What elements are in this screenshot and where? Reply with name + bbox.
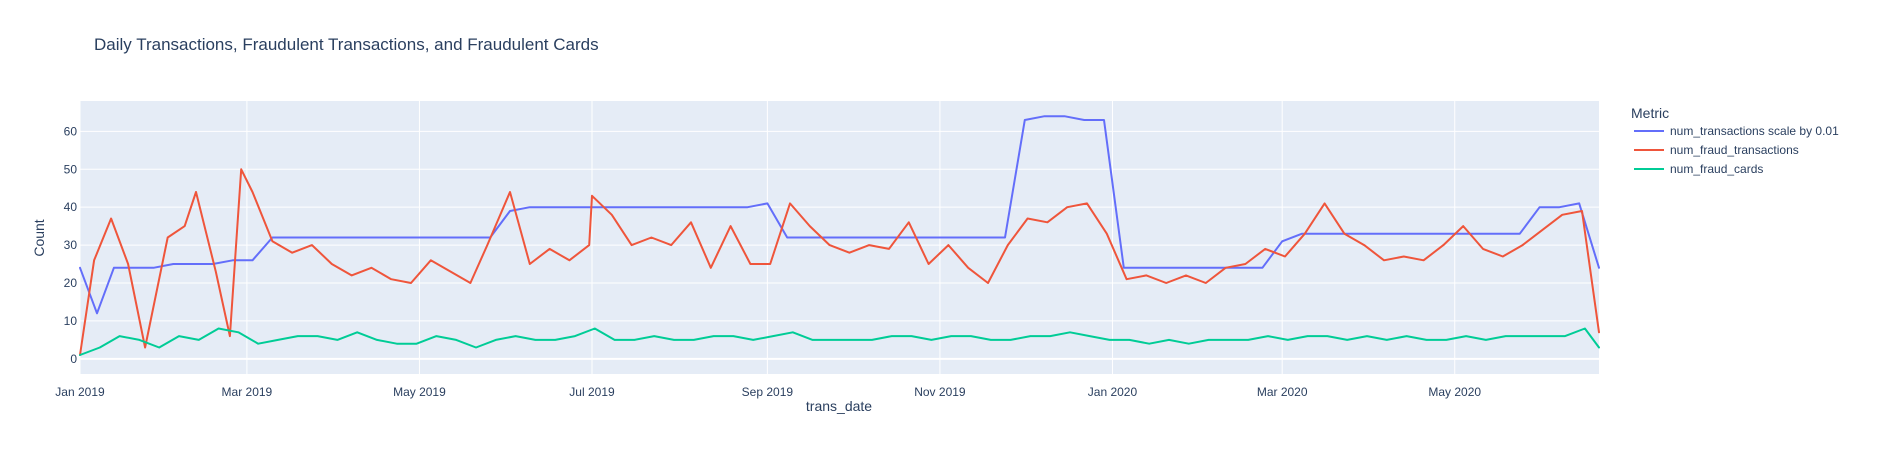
legend: Metric num_transactions scale by 0.01num… — [1631, 105, 1839, 176]
legend-item-label: num_transactions scale by 0.01 — [1670, 124, 1839, 138]
series-lines — [79, 115, 1600, 356]
legend-title: Metric — [1631, 105, 1669, 121]
chart-title: Daily Transactions, Fraudulent Transacti… — [94, 35, 599, 54]
x-tick-label: May 2020 — [1428, 385, 1481, 399]
x-tick-label: Jul 2019 — [569, 385, 615, 399]
x-tick-label: Sep 2019 — [742, 385, 794, 399]
series-line — [79, 327, 1600, 356]
y-tick-label: 50 — [64, 162, 78, 176]
x-tick-label: Mar 2019 — [222, 385, 273, 399]
y-tick-label: 40 — [64, 200, 78, 214]
y-tick-label: 60 — [64, 124, 78, 138]
x-tick-label: Mar 2020 — [1257, 385, 1308, 399]
y-tick-label: 0 — [70, 352, 77, 366]
y-axis-ticks: 0 10 20 30 40 50 60 — [64, 124, 78, 366]
gridlines — [79, 101, 1599, 374]
y-axis-title: Count — [31, 219, 47, 256]
legend-item-label: num_fraud_transactions — [1670, 143, 1799, 157]
y-tick-label: 20 — [64, 276, 78, 290]
x-axis-ticks: Jan 2019 Mar 2019 May 2019 Jul 2019 Sep 2019… — [55, 385, 1481, 399]
x-tick-label: Jan 2020 — [1088, 385, 1138, 399]
x-tick-label: Jan 2019 — [55, 385, 105, 399]
y-tick-label: 10 — [64, 314, 78, 328]
series-line — [79, 168, 1600, 356]
legend-items: num_transactions scale by 0.01 num_fraud_… — [1634, 124, 1839, 176]
x-tick-label: Nov 2019 — [914, 385, 966, 399]
y-tick-label: 30 — [64, 238, 78, 252]
x-axis-title: trans_date — [806, 398, 872, 414]
x-tick-label: May 2019 — [393, 385, 446, 399]
legend-item-label: num_fraud_cards — [1670, 162, 1763, 176]
